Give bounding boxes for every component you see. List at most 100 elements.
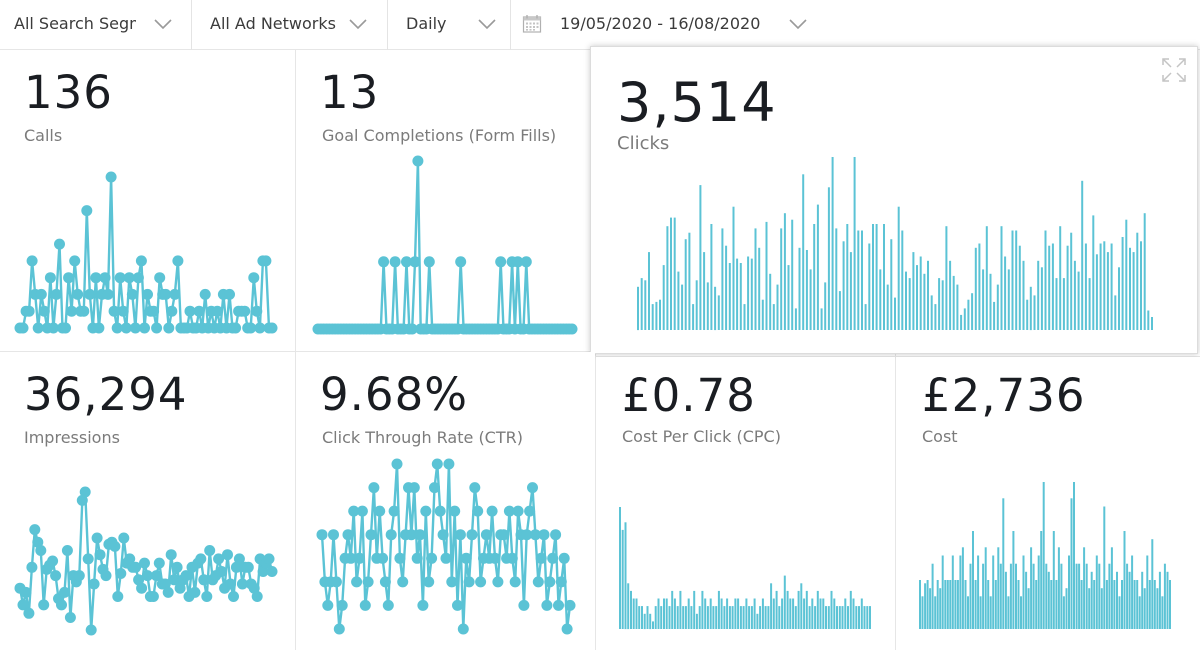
- cpc-bar: [646, 606, 649, 629]
- period-filter[interactable]: Daily: [388, 0, 508, 50]
- calls-point: [224, 288, 235, 300]
- ctr-point: [345, 552, 357, 564]
- cpc-bar: [838, 606, 841, 629]
- segment-filter[interactable]: All Search Segm: [0, 0, 190, 50]
- clicks-bar: [659, 299, 661, 330]
- calls-label: Calls: [24, 126, 63, 145]
- impressions-label: Impressions: [24, 428, 120, 447]
- segment-filter-label: All Search Segm: [14, 14, 136, 33]
- goals-point: [409, 256, 421, 268]
- cost-bar: [989, 596, 992, 629]
- cpc-bar: [748, 606, 751, 629]
- clicks-bar: [824, 282, 827, 330]
- cost-bar: [1166, 571, 1169, 629]
- calls-point: [142, 288, 153, 300]
- ctr-point: [466, 529, 478, 541]
- cost-bar: [1057, 547, 1060, 629]
- clicks-bar: [1066, 245, 1069, 330]
- clicks-bar: [1077, 271, 1080, 330]
- impressions-point: [222, 549, 233, 561]
- calls-point: [117, 305, 129, 317]
- cost-bar: [1143, 588, 1146, 629]
- ctr-chart: [316, 458, 576, 635]
- clicks-bar: [1125, 219, 1128, 330]
- period-filter-label: Daily: [406, 14, 447, 33]
- cost-bar: [1116, 571, 1118, 629]
- clicks-bar: [743, 304, 746, 330]
- clicks-bar: [963, 308, 966, 330]
- calls-point: [132, 272, 144, 284]
- clicks-bar: [681, 284, 684, 330]
- clicks-bar: [1073, 260, 1076, 330]
- clicks-bar: [1022, 260, 1025, 330]
- cost-bar: [1022, 555, 1025, 629]
- calls-point: [254, 322, 266, 334]
- cost-card[interactable]: £2,736 Cost: [896, 357, 1200, 650]
- filter-bar: All Search Segm All Ad Networks Daily 19…: [0, 0, 1200, 50]
- cost-bar: [1004, 571, 1007, 629]
- goals-point: [455, 256, 467, 268]
- cost-bar: [1108, 563, 1111, 629]
- calls-point: [26, 255, 38, 267]
- ctr-point: [475, 576, 487, 588]
- cpc-bar: [772, 598, 775, 629]
- cost-bar: [1030, 547, 1033, 629]
- clicks-bar: [835, 228, 838, 330]
- goals-card[interactable]: 13 Goal Completions (Form Fills): [296, 50, 590, 350]
- impressions-point: [73, 570, 85, 582]
- impressions-point: [32, 536, 44, 548]
- cost-bar: [1151, 539, 1154, 629]
- impressions-card[interactable]: 36,294 Impressions: [0, 352, 295, 650]
- network-filter[interactable]: All Ad Networks: [192, 0, 387, 50]
- clicks-bar: [1084, 243, 1087, 330]
- clicks-bar: [861, 230, 863, 330]
- calls-point: [166, 305, 178, 317]
- cost-chart: [919, 482, 1171, 629]
- cpc-card[interactable]: £0.78 Cost Per Click (CPC): [596, 357, 895, 650]
- date-range-filter[interactable]: 19/05/2020 - 16/08/2020: [511, 0, 821, 50]
- ctr-point: [365, 529, 377, 541]
- impressions-point: [56, 599, 67, 611]
- calls-point: [32, 322, 44, 334]
- cpc-bar: [693, 590, 696, 629]
- cost-bar: [954, 580, 957, 629]
- clicks-card[interactable]: 3,514 Clicks: [590, 46, 1198, 354]
- ctr-point: [538, 529, 550, 541]
- ctr-point: [328, 529, 339, 541]
- clicks-bar: [1143, 213, 1146, 330]
- clicks-bar: [813, 224, 816, 330]
- ctr-point: [498, 529, 510, 541]
- impressions-point: [266, 566, 278, 577]
- calls-card[interactable]: 136 Calls: [0, 50, 295, 350]
- clicks-bar: [798, 247, 801, 330]
- cost-bar: [1110, 547, 1113, 629]
- ctr-point: [452, 599, 463, 611]
- cost-bar: [1007, 596, 1010, 629]
- cpc-bar: [663, 598, 665, 629]
- clicks-bar: [945, 226, 948, 330]
- ctr-point: [449, 505, 461, 517]
- clicks-bar: [717, 295, 720, 330]
- cpc-bar: [761, 598, 764, 629]
- cpc-bar: [836, 606, 838, 629]
- goals-point: [495, 256, 507, 268]
- impressions-point: [76, 494, 88, 506]
- cpc-bar: [687, 598, 690, 629]
- clicks-bar: [1110, 243, 1113, 330]
- cpc-bar: [715, 606, 718, 629]
- cost-bar: [1088, 588, 1091, 629]
- clicks-bar: [699, 185, 702, 330]
- impressions-point: [130, 561, 142, 573]
- cpc-bar: [726, 598, 729, 629]
- ctr-point: [509, 576, 521, 588]
- cpc-bar: [676, 606, 679, 629]
- date-range-label: 19/05/2020 - 16/08/2020: [560, 14, 761, 33]
- cpc-bar: [783, 575, 786, 629]
- calls-point: [151, 322, 163, 334]
- impressions-point: [38, 599, 50, 611]
- clicks-bar: [1099, 243, 1102, 330]
- expand-icon[interactable]: [1161, 57, 1187, 83]
- ctr-card[interactable]: 9.68% Click Through Rate (CTR): [296, 352, 595, 650]
- impressions-point: [17, 599, 29, 611]
- impressions-point: [153, 557, 165, 569]
